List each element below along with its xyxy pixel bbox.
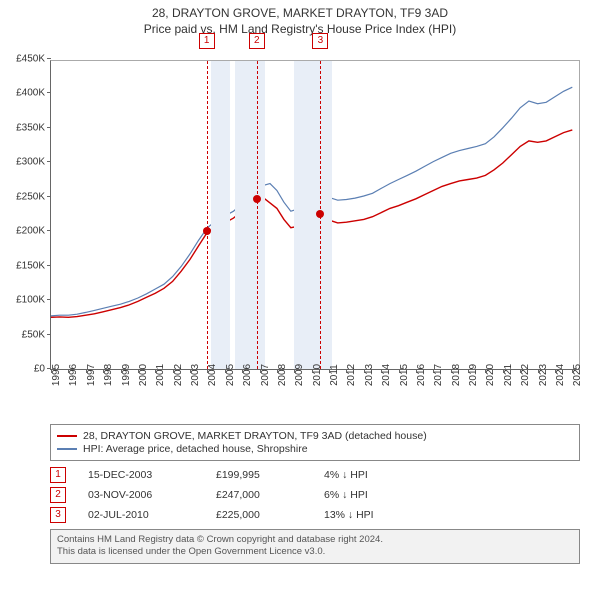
chart-container: £0 £50K £100K £150K £200K £250K £300K £350K £400… xyxy=(0,36,600,418)
y-tick-label: £100K xyxy=(16,295,45,306)
y-tick-label: £300K xyxy=(16,157,45,168)
y-tick-label: £150K xyxy=(16,260,45,271)
chart-title-sub: Price paid vs. HM Land Registry's House … xyxy=(0,22,600,36)
y-tick-label: £0 xyxy=(34,364,45,375)
y-tick-mark xyxy=(47,127,51,128)
event-table-delta: 6% ↓ HPI xyxy=(324,489,414,501)
event-dot xyxy=(253,195,261,203)
chart-title-address: 28, DRAYTON GROVE, MARKET DRAYTON, TF9 3… xyxy=(0,6,600,20)
chart-shaded-band xyxy=(294,61,332,369)
x-tick-label: 2002 xyxy=(173,364,184,386)
y-tick-mark xyxy=(47,230,51,231)
x-tick-label: 2012 xyxy=(346,364,357,386)
x-tick-label: 2022 xyxy=(520,364,531,386)
event-table-delta: 4% ↓ HPI xyxy=(324,469,414,481)
x-tick-label: 2019 xyxy=(468,364,479,386)
y-tick-label: £350K xyxy=(16,122,45,133)
x-tick-label: 1997 xyxy=(86,364,97,386)
event-table-row: 1 15-DEC-2003 £199,995 4% ↓ HPI xyxy=(50,467,580,483)
x-tick-label: 2006 xyxy=(242,364,253,386)
chart-shaded-band xyxy=(211,61,230,369)
footer-attribution: Contains HM Land Registry data © Crown c… xyxy=(50,529,580,564)
x-tick-label: 1998 xyxy=(103,364,114,386)
event-table-price: £247,000 xyxy=(216,489,316,501)
event-dot xyxy=(203,227,211,235)
legend: 28, DRAYTON GROVE, MARKET DRAYTON, TF9 3… xyxy=(50,424,580,461)
event-table-date: 02-JUL-2010 xyxy=(88,509,208,521)
event-line xyxy=(257,61,258,369)
event-marker-box: 1 xyxy=(199,33,215,49)
x-tick-label: 2025 xyxy=(572,364,583,386)
event-table-marker: 2 xyxy=(50,487,66,503)
legend-label: HPI: Average price, detached house, Shro… xyxy=(83,443,308,455)
y-tick-mark xyxy=(47,334,51,335)
y-tick-mark xyxy=(47,58,51,59)
x-tick-label: 2017 xyxy=(433,364,444,386)
event-table-price: £225,000 xyxy=(216,509,316,521)
event-marker-box: 2 xyxy=(249,33,265,49)
x-tick-label: 2009 xyxy=(294,364,305,386)
legend-swatch xyxy=(57,448,77,450)
x-tick-label: 2001 xyxy=(155,364,166,386)
y-tick-label: £400K xyxy=(16,88,45,99)
x-tick-label: 2008 xyxy=(277,364,288,386)
event-table-row: 2 03-NOV-2006 £247,000 6% ↓ HPI xyxy=(50,487,580,503)
x-tick-label: 2016 xyxy=(416,364,427,386)
x-tick-label: 2020 xyxy=(485,364,496,386)
legend-item: HPI: Average price, detached house, Shro… xyxy=(57,443,573,455)
event-table-row: 3 02-JUL-2010 £225,000 13% ↓ HPI xyxy=(50,507,580,523)
x-tick-label: 2004 xyxy=(207,364,218,386)
event-table-date: 15-DEC-2003 xyxy=(88,469,208,481)
footer-line1: Contains HM Land Registry data © Crown c… xyxy=(57,534,573,546)
event-line xyxy=(207,61,208,369)
chart-title-block: 28, DRAYTON GROVE, MARKET DRAYTON, TF9 3… xyxy=(0,0,600,36)
event-table-price: £199,995 xyxy=(216,469,316,481)
y-tick-mark xyxy=(47,92,51,93)
x-tick-label: 1996 xyxy=(68,364,79,386)
event-table-date: 03-NOV-2006 xyxy=(88,489,208,501)
x-tick-label: 2003 xyxy=(190,364,201,386)
x-tick-label: 2021 xyxy=(503,364,514,386)
y-tick-mark xyxy=(47,196,51,197)
x-tick-label: 2014 xyxy=(381,364,392,386)
x-tick-label: 2011 xyxy=(329,364,340,386)
event-table-marker: 3 xyxy=(50,507,66,523)
x-tick-label: 2015 xyxy=(399,364,410,386)
x-tick-label: 2018 xyxy=(451,364,462,386)
event-table-delta: 13% ↓ HPI xyxy=(324,509,414,521)
event-table-marker: 1 xyxy=(50,467,66,483)
plot-area: £0£50K£100K£150K£200K£250K£300K£350K£400… xyxy=(50,60,580,370)
legend-item: 28, DRAYTON GROVE, MARKET DRAYTON, TF9 3… xyxy=(57,430,573,442)
footer-line2: This data is licensed under the Open Gov… xyxy=(57,546,573,558)
x-tick-label: 2007 xyxy=(260,364,271,386)
x-tick-label: 1995 xyxy=(51,364,62,386)
event-marker-box: 3 xyxy=(312,33,328,49)
x-tick-label: 2000 xyxy=(138,364,149,386)
x-tick-label: 2024 xyxy=(555,364,566,386)
x-tick-label: 2005 xyxy=(225,364,236,386)
chart-shaded-band xyxy=(235,61,265,369)
y-tick-mark xyxy=(47,265,51,266)
event-dot xyxy=(316,210,324,218)
y-tick-label: £50K xyxy=(22,329,45,340)
x-tick-label: 2013 xyxy=(364,364,375,386)
y-tick-mark xyxy=(47,299,51,300)
events-table: 1 15-DEC-2003 £199,995 4% ↓ HPI 2 03-NOV-2006… xyxy=(50,467,580,523)
legend-label: 28, DRAYTON GROVE, MARKET DRAYTON, TF9 3… xyxy=(83,430,427,442)
y-tick-label: £250K xyxy=(16,191,45,202)
x-tick-label: 1999 xyxy=(121,364,132,386)
y-tick-label: £450K xyxy=(16,54,45,65)
y-tick-mark xyxy=(47,161,51,162)
x-tick-label: 2023 xyxy=(538,364,549,386)
legend-swatch xyxy=(57,435,77,437)
y-tick-label: £200K xyxy=(16,226,45,237)
